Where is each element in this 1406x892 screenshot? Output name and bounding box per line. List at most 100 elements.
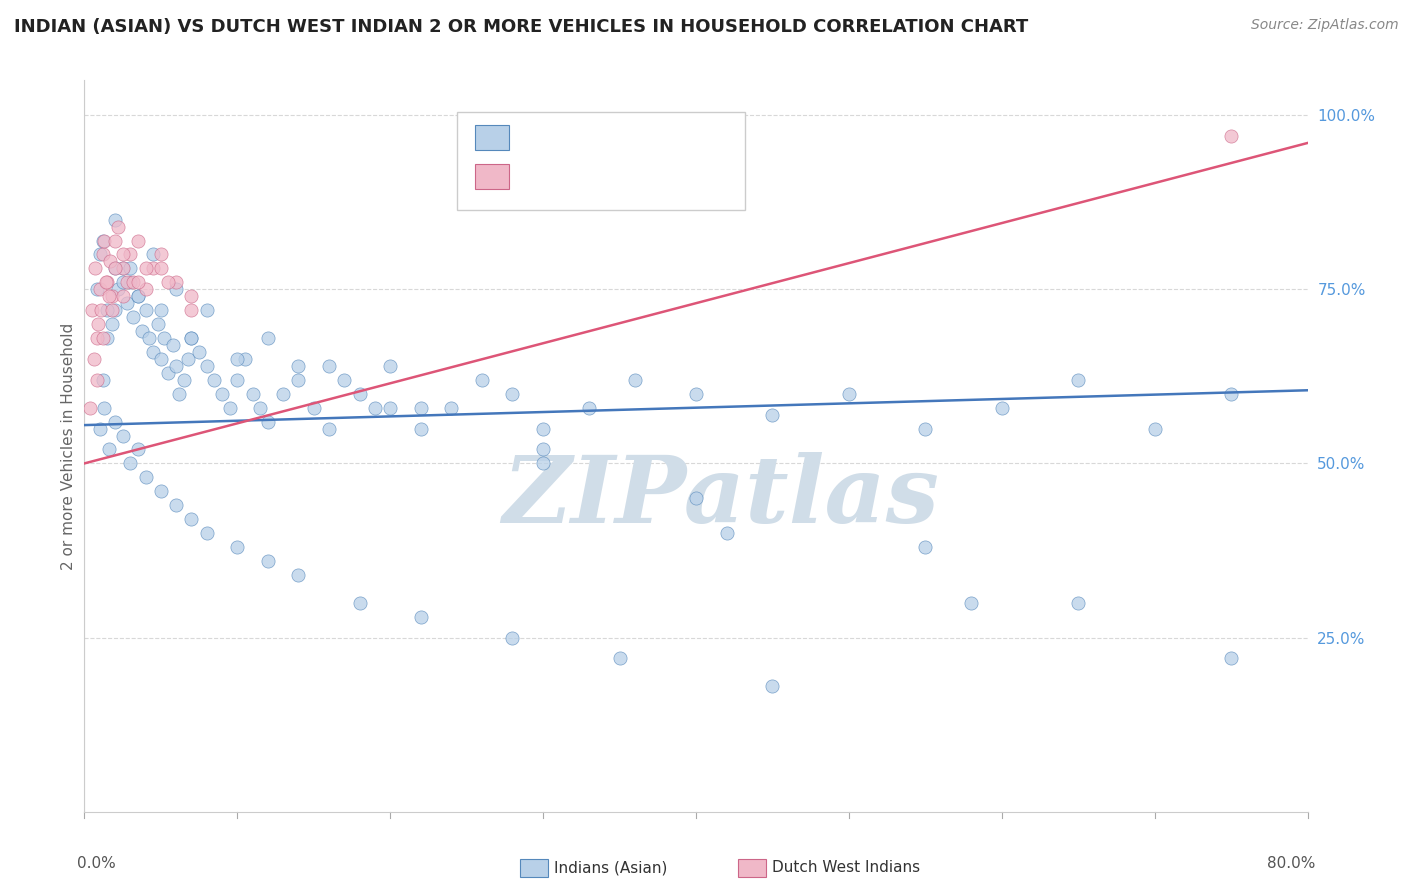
Point [120, 247, 142, 261]
Point [149, 261, 172, 276]
Point [440, 401, 463, 415]
Point [115, 275, 138, 289]
Text: Indians (Asian): Indians (Asian) [554, 861, 668, 875]
Point [89, 282, 111, 296]
Point [202, 373, 225, 387]
Point [84, 261, 107, 276]
Point [318, 359, 340, 373]
Point [838, 386, 860, 401]
Point [302, 401, 325, 415]
Point [111, 289, 134, 303]
Point [142, 345, 165, 359]
Point [135, 470, 157, 484]
Point [107, 219, 129, 234]
Point [685, 491, 707, 506]
Point [101, 303, 124, 318]
Point [177, 351, 200, 366]
Point [180, 512, 202, 526]
Point [135, 261, 157, 276]
Point [91, 247, 114, 261]
Point [96, 331, 118, 345]
Point [104, 261, 127, 276]
Point [142, 261, 165, 276]
Point [271, 386, 294, 401]
Point [98, 254, 121, 268]
Text: Source: ZipAtlas.com: Source: ZipAtlas.com [1251, 18, 1399, 32]
Point [409, 609, 432, 624]
Point [218, 401, 240, 415]
Point [624, 373, 647, 387]
Text: R = 0.048    N = 115: R = 0.048 N = 115 [517, 127, 690, 145]
Point [127, 234, 149, 248]
Point [90, 303, 112, 318]
Point [287, 373, 309, 387]
Point [531, 421, 554, 435]
Point [115, 296, 138, 310]
Point [349, 596, 371, 610]
Point [531, 457, 554, 471]
Point [111, 428, 134, 442]
Point [1067, 373, 1090, 387]
Point [180, 289, 202, 303]
Point [97, 289, 120, 303]
Text: 80.0%: 80.0% [1267, 855, 1315, 871]
Point [149, 247, 172, 261]
Point [89, 247, 111, 261]
Point [80, 303, 103, 318]
Point [86, 282, 108, 296]
Point [87, 317, 110, 331]
Point [79, 401, 101, 415]
Point [165, 498, 187, 512]
Point [111, 261, 134, 276]
Point [195, 526, 218, 541]
Point [120, 457, 142, 471]
Point [226, 540, 249, 554]
Text: Dutch West Indians: Dutch West Indians [772, 861, 920, 875]
Point [104, 303, 127, 318]
Point [97, 442, 120, 457]
Point [157, 366, 180, 380]
Point [1220, 386, 1243, 401]
Point [146, 317, 169, 331]
Point [127, 289, 149, 303]
Point [149, 351, 172, 366]
Point [149, 303, 172, 318]
Point [104, 234, 127, 248]
Point [93, 234, 115, 248]
Text: ZIPatlas: ZIPatlas [502, 452, 939, 542]
Point [135, 303, 157, 318]
Point [380, 401, 402, 415]
Point [104, 261, 127, 276]
Point [195, 359, 218, 373]
Point [138, 331, 160, 345]
Text: 0.0%: 0.0% [77, 855, 115, 871]
Point [122, 310, 145, 325]
Point [94, 275, 117, 289]
Point [91, 331, 114, 345]
Point [914, 421, 936, 435]
Point [127, 442, 149, 457]
Point [165, 282, 187, 296]
Point [211, 386, 233, 401]
Point [93, 401, 115, 415]
Point [257, 554, 280, 568]
Point [287, 567, 309, 582]
Point [716, 526, 738, 541]
Point [195, 303, 218, 318]
Point [111, 275, 134, 289]
Point [380, 359, 402, 373]
Point [180, 303, 202, 318]
Point [257, 331, 280, 345]
Point [180, 331, 202, 345]
Point [165, 359, 187, 373]
Y-axis label: 2 or more Vehicles in Household: 2 or more Vehicles in Household [60, 322, 76, 570]
Point [1220, 651, 1243, 665]
Point [609, 651, 631, 665]
Point [349, 386, 371, 401]
Point [318, 421, 340, 435]
Point [91, 234, 114, 248]
Point [111, 261, 134, 276]
Point [157, 275, 180, 289]
Point [761, 679, 783, 693]
Text: INDIAN (ASIAN) VS DUTCH WEST INDIAN 2 OR MORE VEHICLES IN HOUSEHOLD CORRELATION : INDIAN (ASIAN) VS DUTCH WEST INDIAN 2 OR… [14, 18, 1028, 36]
